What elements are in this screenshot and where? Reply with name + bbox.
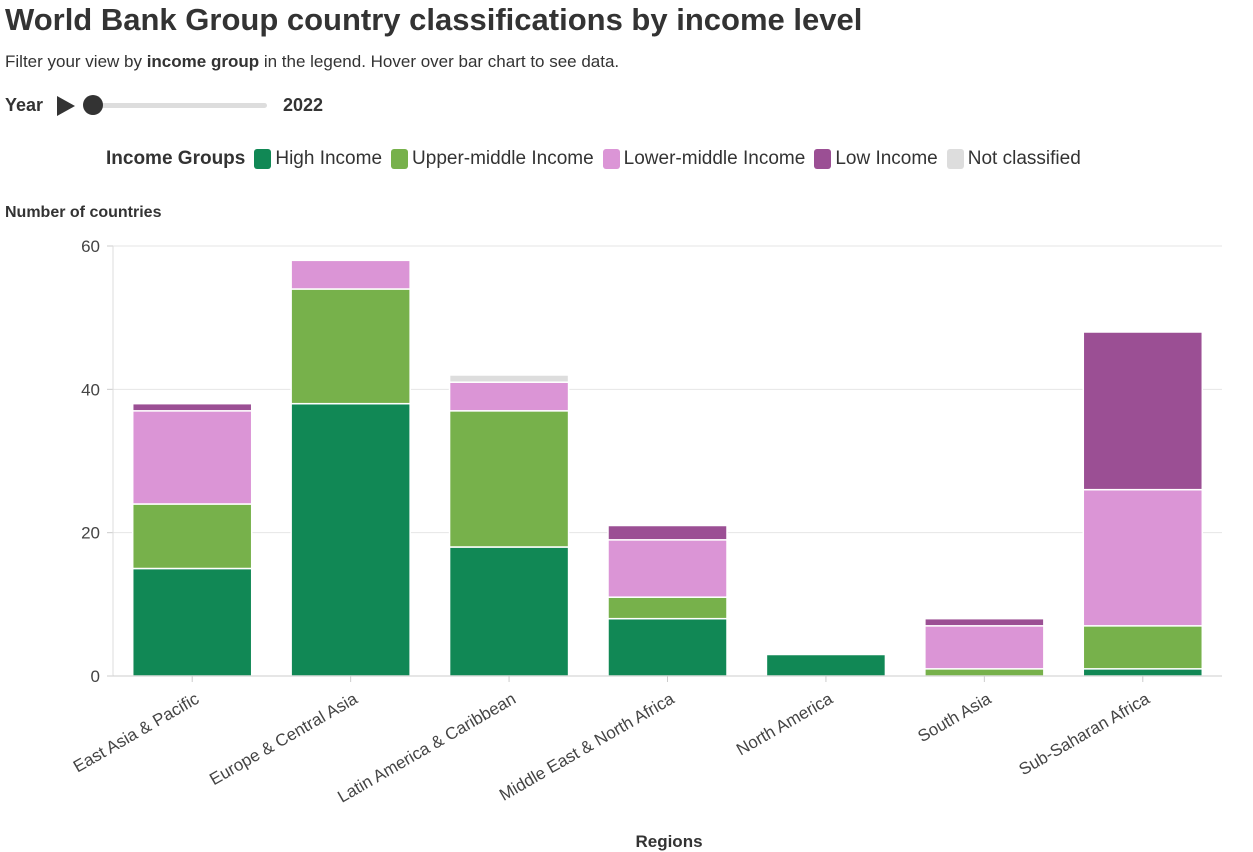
y-tick-label: 0: [91, 667, 100, 686]
bar-segment[interactable]: [924, 668, 1045, 677]
x-tick-label: Middle East & North Africa: [496, 689, 678, 805]
bar-segment[interactable]: [131, 410, 253, 505]
legend-item-not-classified[interactable]: Not classified: [946, 148, 1081, 170]
legend-item-upper-middle-income[interactable]: Upper-middle Income: [391, 148, 594, 170]
bar-segment[interactable]: [290, 259, 411, 290]
year-slider-handle[interactable]: [83, 95, 103, 115]
bar-segment[interactable]: [924, 625, 1045, 670]
y-tick-label: 40: [81, 380, 100, 399]
year-slider-track[interactable]: [89, 103, 267, 108]
x-tick-label: East Asia & Pacific: [70, 689, 203, 777]
y-tick-label: 20: [81, 524, 100, 543]
bar-segment[interactable]: [290, 402, 411, 677]
year-control: Year 2022: [5, 93, 405, 119]
legend-title: Income Groups: [106, 148, 246, 169]
legend-label: Low Income: [835, 148, 938, 169]
year-label: Year: [5, 95, 44, 115]
y-axis-title: Number of countries: [5, 204, 162, 221]
legend-label: High Income: [275, 148, 383, 169]
year-value: 2022: [283, 95, 324, 115]
legend-item-low-income[interactable]: Low Income: [814, 148, 938, 170]
bar-chart: 0 20 40 60 East Asia & Pacific Europe & Centr…: [70, 237, 1222, 807]
legend-label: Upper-middle Income: [412, 148, 594, 169]
legend-swatch: [391, 149, 409, 169]
bar-segment[interactable]: [131, 567, 253, 677]
x-tick-label: Europe & Central Asia: [206, 689, 361, 789]
legend-swatch: [602, 149, 620, 169]
legend-item-lower-middle-income[interactable]: Lower-middle Income: [602, 148, 806, 170]
bar-segment[interactable]: [448, 374, 570, 383]
y-tick-label: 60: [81, 237, 100, 256]
bar-segment[interactable]: [131, 503, 253, 570]
x-tick-label: Latin America & Caribbean: [334, 689, 519, 807]
bar-segment[interactable]: [1082, 625, 1204, 670]
subtitle-text-before: Filter your view by: [5, 52, 147, 71]
play-icon[interactable]: [57, 96, 75, 116]
legend-label: Lower-middle Income: [623, 148, 806, 169]
bar-segment[interactable]: [448, 381, 570, 412]
bar-segment[interactable]: [131, 402, 253, 412]
legend-item-high-income[interactable]: High Income: [254, 148, 382, 170]
bar-segment[interactable]: [448, 410, 570, 548]
x-tick-label: Sub-Saharan Africa: [1016, 689, 1154, 779]
chart-subtitle: Filter your view by income group in the …: [5, 52, 619, 72]
legend-label: Not classified: [967, 148, 1081, 169]
legend-swatch: [814, 149, 832, 169]
bar-segment[interactable]: [607, 617, 728, 677]
x-tick-label: North America: [733, 689, 836, 760]
bar-segment[interactable]: [607, 524, 728, 541]
bar-segment[interactable]: [448, 546, 570, 677]
legend-swatch: [946, 149, 964, 169]
bar-segment[interactable]: [1082, 331, 1204, 491]
legend: Income Groups High Income Upper-middle I…: [106, 148, 1090, 170]
x-tick-label: South Asia: [914, 689, 994, 746]
bar-segment[interactable]: [924, 617, 1045, 627]
subtitle-text-bold: income group: [146, 52, 260, 71]
bar-segment[interactable]: [290, 288, 411, 405]
chart-title: World Bank Group country classifications…: [5, 2, 863, 37]
bar-segment[interactable]: [765, 653, 887, 677]
bar-segment[interactable]: [1082, 488, 1204, 627]
bar-segment[interactable]: [607, 539, 728, 598]
subtitle-text-after: in the legend. Hover over bar chart to s…: [259, 52, 620, 71]
bar-segment[interactable]: [1082, 668, 1204, 677]
legend-swatch: [254, 149, 272, 169]
bar-segment[interactable]: [607, 596, 728, 620]
x-axis-title: Regions: [635, 832, 703, 851]
